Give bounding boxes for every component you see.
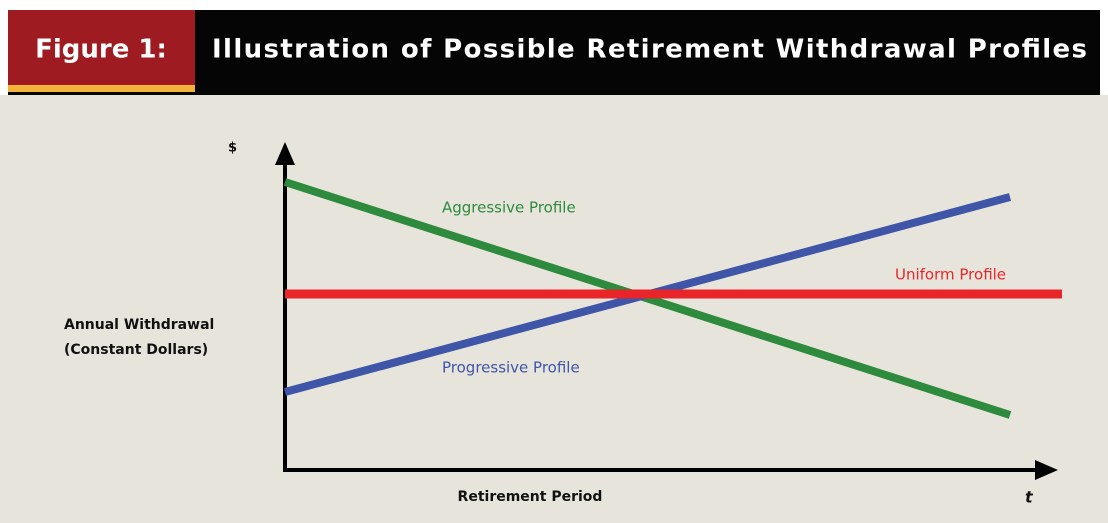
background xyxy=(0,95,1108,523)
profile-label: Progressive Profile xyxy=(442,359,580,377)
profile-label: Aggressive Profile xyxy=(442,199,576,217)
profile-label: Uniform Profile xyxy=(895,266,1006,284)
x-label: Retirement Period xyxy=(458,489,603,505)
figure-box xyxy=(8,10,195,85)
y-symbol: $ xyxy=(228,141,237,156)
y-arrow xyxy=(275,142,295,165)
y-label: Annual Withdrawal xyxy=(64,317,214,333)
x-symbol: t xyxy=(1025,488,1034,507)
x-arrow xyxy=(1035,460,1058,480)
y-label: (Constant Dollars) xyxy=(64,342,208,358)
figure-title: Illustration of Possible Retirement With… xyxy=(212,35,1087,65)
figure-underline xyxy=(8,85,195,92)
figure-number: Figure 1: xyxy=(35,35,167,65)
